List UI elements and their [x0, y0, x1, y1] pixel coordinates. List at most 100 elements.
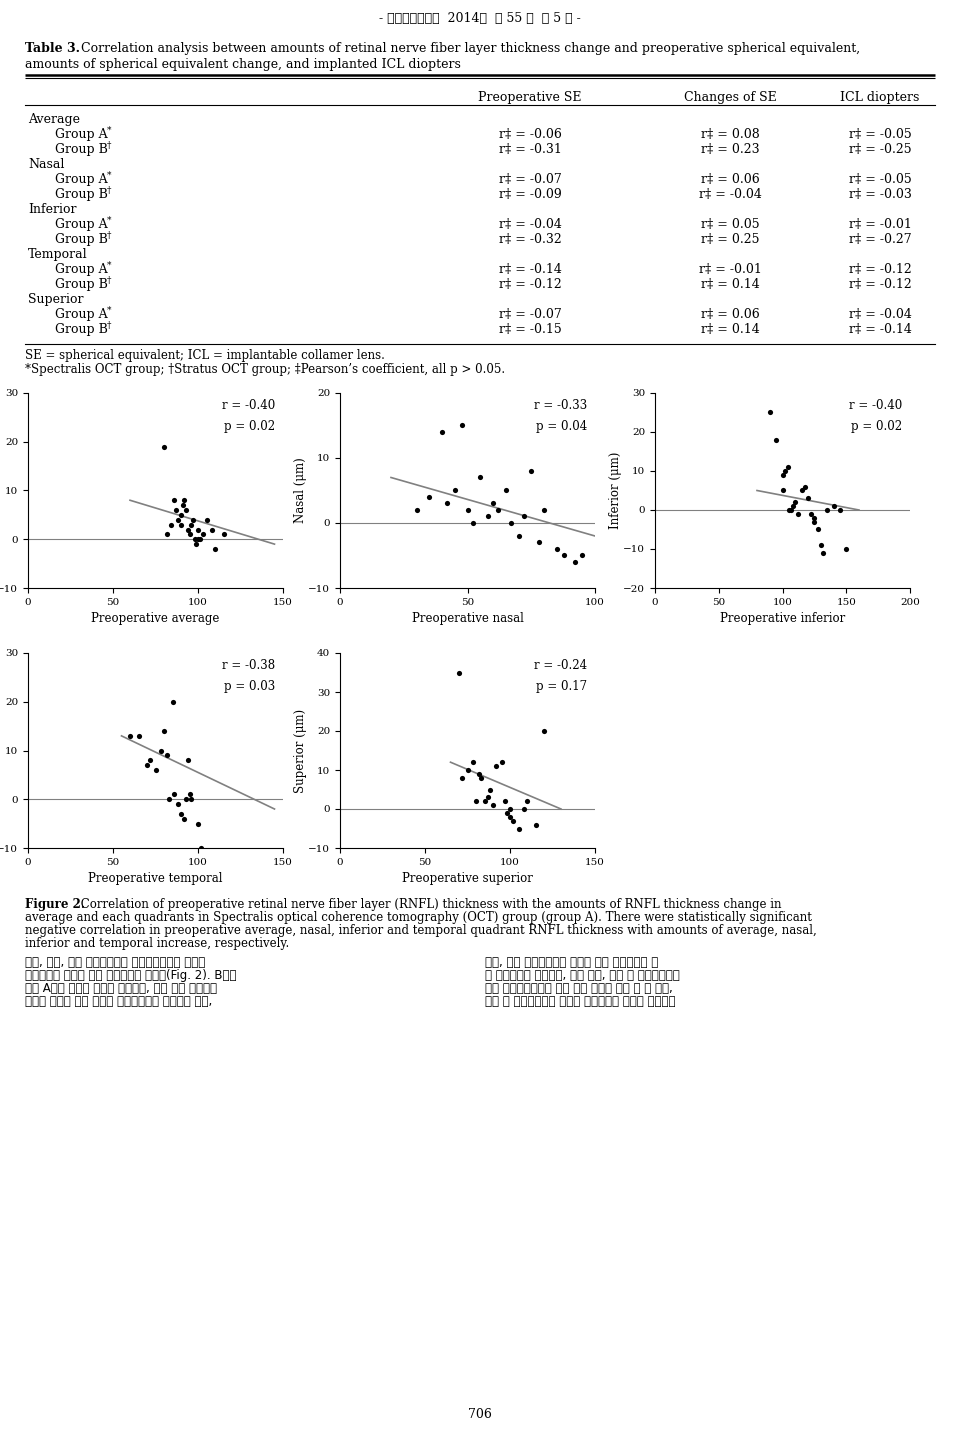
Text: 평균, 비측, 하측 이측사분면의 망막신경섬유층 두께와: 평균, 비측, 하측 이측사분면의 망막신경섬유층 두께와: [25, 956, 205, 969]
Point: [810, 519, 826, 542]
Text: †: †: [107, 140, 111, 150]
Point: [174, 803, 189, 826]
Point: [493, 750, 509, 773]
Point: [537, 499, 552, 522]
Point: [196, 523, 211, 546]
Point: [502, 797, 517, 820]
Point: [170, 509, 185, 532]
Point: [787, 490, 803, 513]
Text: r‡ = -0.05: r‡ = -0.05: [849, 127, 911, 140]
Point: [491, 499, 506, 522]
Point: [486, 492, 501, 514]
Point: [180, 519, 196, 542]
Y-axis label: Nasal (μm): Nasal (μm): [294, 457, 307, 523]
Point: [207, 537, 223, 560]
Point: [199, 846, 214, 869]
Point: [174, 503, 189, 526]
Point: [168, 499, 183, 522]
Point: [183, 787, 199, 810]
Point: [143, 749, 158, 772]
Text: †: †: [107, 230, 111, 240]
Text: 비측, 하측 상사분면에서 각각의 술전 측정값들과 음: 비측, 하측 상사분면에서 각각의 술전 측정값들과 음: [485, 956, 659, 969]
Point: [762, 402, 778, 424]
Point: [775, 463, 790, 486]
Point: [183, 513, 199, 536]
Point: [165, 690, 180, 713]
Text: r‡ = 0.14: r‡ = 0.14: [701, 323, 759, 336]
Point: [451, 662, 467, 684]
Text: r‡ = -0.15: r‡ = -0.15: [498, 323, 562, 336]
Y-axis label: Superior (μm): Superior (μm): [294, 709, 307, 793]
Text: Group A: Group A: [55, 307, 108, 320]
Point: [177, 807, 192, 830]
Text: *: *: [107, 260, 111, 270]
Text: r‡ = 0.14: r‡ = 0.14: [701, 277, 759, 290]
Point: [803, 503, 818, 526]
Point: [131, 725, 146, 747]
Point: [185, 509, 201, 532]
Point: [122, 725, 137, 747]
Text: Group A: Group A: [55, 263, 108, 276]
Text: Correlation of preoperative retinal nerve fiber layer (RNFL) thickness with the : Correlation of preoperative retinal nerv…: [77, 897, 781, 912]
Point: [190, 527, 205, 550]
Point: [190, 519, 205, 542]
Text: r‡ = -0.12: r‡ = -0.12: [498, 277, 562, 290]
Text: Temporal: Temporal: [28, 247, 87, 260]
Point: [794, 479, 809, 502]
Point: [216, 523, 231, 546]
Text: r = -0.40: r = -0.40: [849, 399, 902, 412]
Text: *: *: [107, 170, 111, 180]
Text: Group B: Group B: [55, 323, 108, 336]
Text: r‡ = 0.25: r‡ = 0.25: [701, 233, 759, 246]
Text: Preoperative SE: Preoperative SE: [478, 91, 582, 104]
Text: r‡ = -0.25: r‡ = -0.25: [849, 143, 911, 156]
Point: [567, 550, 583, 573]
Point: [179, 499, 194, 522]
Point: [468, 790, 484, 813]
Point: [480, 786, 495, 809]
Point: [179, 787, 194, 810]
Point: [163, 513, 179, 536]
Text: p = 0.04: p = 0.04: [536, 420, 588, 433]
Point: [785, 494, 801, 517]
Point: [790, 503, 805, 526]
Text: r‡ = -0.03: r‡ = -0.03: [849, 187, 911, 200]
Point: [156, 436, 172, 459]
Point: [156, 720, 172, 743]
Point: [190, 812, 205, 835]
Text: r‡ = -0.27: r‡ = -0.27: [849, 233, 911, 246]
Text: r‡ = -0.04: r‡ = -0.04: [699, 187, 761, 200]
Text: Group B: Group B: [55, 187, 108, 200]
Text: 섬유층 두께의 변화 정도는 이측사분면을 제외하고 평균,: 섬유층 두께의 변화 정도는 이측사분면을 제외하고 평균,: [25, 995, 212, 1007]
X-axis label: Preoperative temporal: Preoperative temporal: [88, 872, 223, 886]
Point: [832, 499, 848, 522]
Point: [506, 809, 521, 832]
Point: [465, 750, 480, 773]
Text: p = 0.02: p = 0.02: [225, 420, 276, 433]
Point: [531, 532, 546, 554]
Point: [826, 494, 841, 517]
Text: Group A: Group A: [55, 217, 108, 230]
Text: r‡ = 0.08: r‡ = 0.08: [701, 127, 759, 140]
Text: r = -0.33: r = -0.33: [534, 399, 588, 412]
X-axis label: Preoperative superior: Preoperative superior: [402, 872, 533, 886]
Text: average and each quadrants in Spectralis optical coherence tomography (OCT) grou: average and each quadrants in Spectralis…: [25, 912, 812, 925]
Point: [523, 460, 539, 483]
Text: r‡ = -0.14: r‡ = -0.14: [849, 323, 911, 336]
Text: Table 3.: Table 3.: [25, 41, 80, 54]
Point: [465, 512, 480, 534]
Point: [166, 489, 181, 512]
Point: [159, 745, 175, 767]
Text: Figure 2.: Figure 2.: [25, 897, 85, 912]
Point: [806, 506, 822, 529]
Point: [775, 479, 790, 502]
Point: [482, 777, 497, 800]
Text: 통계적으로 유의한 음의 상관관계를 보였다(Fig. 2). B군에: 통계적으로 유의한 음의 상관관계를 보였다(Fig. 2). B군에: [25, 969, 236, 982]
Text: p = 0.17: p = 0.17: [537, 680, 588, 693]
Text: r‡ = -0.32: r‡ = -0.32: [498, 233, 562, 246]
Point: [820, 499, 835, 522]
Text: p = 0.02: p = 0.02: [852, 420, 902, 433]
Point: [455, 414, 470, 437]
Text: - 대한안과학회지  2014년  제 55 권  제 5 호 -: - 대한안과학회지 2014년 제 55 권 제 5 호 -: [379, 11, 581, 24]
Point: [480, 504, 495, 527]
